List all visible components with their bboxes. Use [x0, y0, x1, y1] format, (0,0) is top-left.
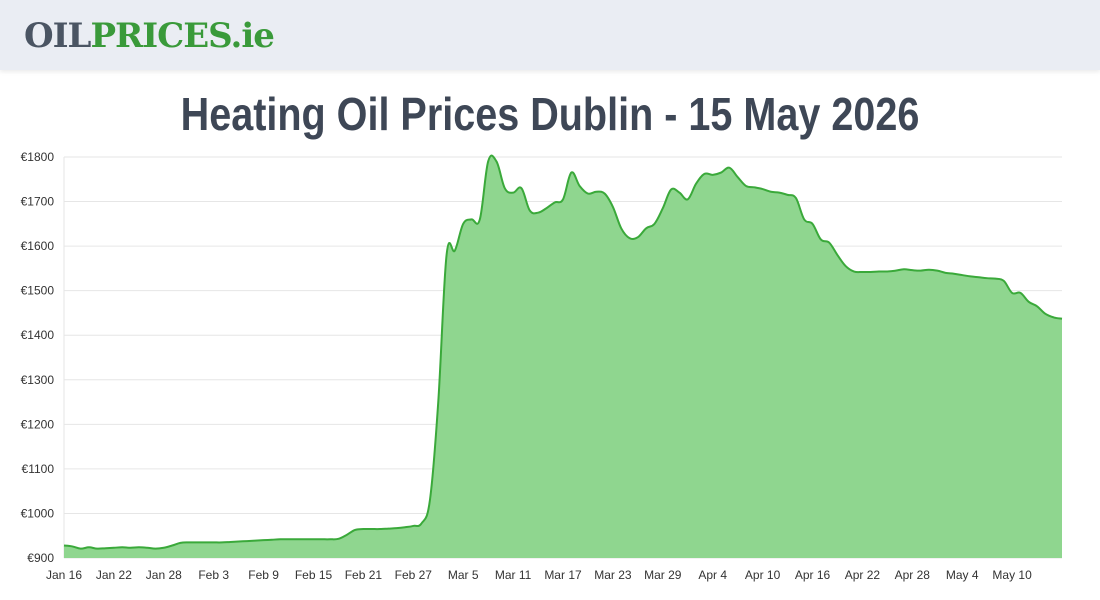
x-tick-label: Mar 11	[495, 568, 532, 582]
x-axis: Jan 16 Jan 22 Jan 28 Feb 3 Feb 9 Feb 15 Feb 21…	[46, 568, 1032, 582]
y-axis: €900 €1000 €1100 €1200 €1300 €1400 €1500 €1600 €…	[21, 150, 55, 565]
y-tick-label: €1400	[21, 328, 55, 342]
x-tick-label: Mar 5	[448, 568, 479, 582]
y-tick-label: €1700	[21, 195, 55, 209]
x-tick-label: Feb 3	[198, 568, 229, 582]
y-tick-label: €1500	[21, 284, 55, 298]
x-tick-label: Jan 28	[146, 568, 182, 582]
y-tick-label: €1200	[21, 417, 55, 431]
x-tick-label: Mar 17	[544, 568, 582, 582]
y-tick-label: €900	[27, 551, 54, 565]
page-title: Heating Oil Prices Dublin - 15 May 2026	[180, 88, 920, 140]
y-tick-label: €1100	[22, 462, 55, 476]
x-tick-label: Feb 15	[295, 568, 333, 582]
logo-part-tld: .ie	[230, 16, 274, 56]
price-area-fill	[64, 155, 1062, 558]
area-layer	[63, 154, 1063, 558]
x-tick-label: Apr 16	[795, 568, 831, 582]
x-tick-label: Mar 29	[644, 568, 682, 582]
y-tick-label: €1000	[21, 506, 55, 520]
y-tick-label: €1300	[21, 373, 55, 387]
x-tick-label: Feb 21	[345, 568, 383, 582]
x-tick-label: May 4	[946, 568, 979, 582]
x-tick-label: May 10	[992, 568, 1032, 582]
site-header: OILPRICES.ie	[0, 0, 1100, 70]
x-tick-label: Apr 22	[845, 568, 881, 582]
y-tick-label: €1600	[21, 239, 55, 253]
x-tick-label: Feb 27	[395, 568, 433, 582]
x-tick-label: Jan 22	[96, 568, 132, 582]
x-tick-label: Apr 10	[745, 568, 781, 582]
x-tick-label: Apr 28	[895, 568, 931, 582]
y-tick-label: €1800	[21, 150, 55, 164]
logo-part-oil: OIL	[24, 16, 91, 56]
logo-part-prices: PRICES	[90, 16, 231, 56]
x-tick-label: Apr 4	[698, 568, 727, 582]
x-tick-label: Feb 9	[248, 568, 279, 582]
price-line	[63, 154, 1063, 550]
site-logo[interactable]: OILPRICES.ie	[24, 14, 275, 58]
x-tick-label: Mar 23	[594, 568, 632, 582]
x-tick-label: Jan 16	[46, 568, 82, 582]
price-area-chart: €900 €1000 €1100 €1200 €1300 €1400 €1500 €1600 €…	[21, 150, 1063, 582]
